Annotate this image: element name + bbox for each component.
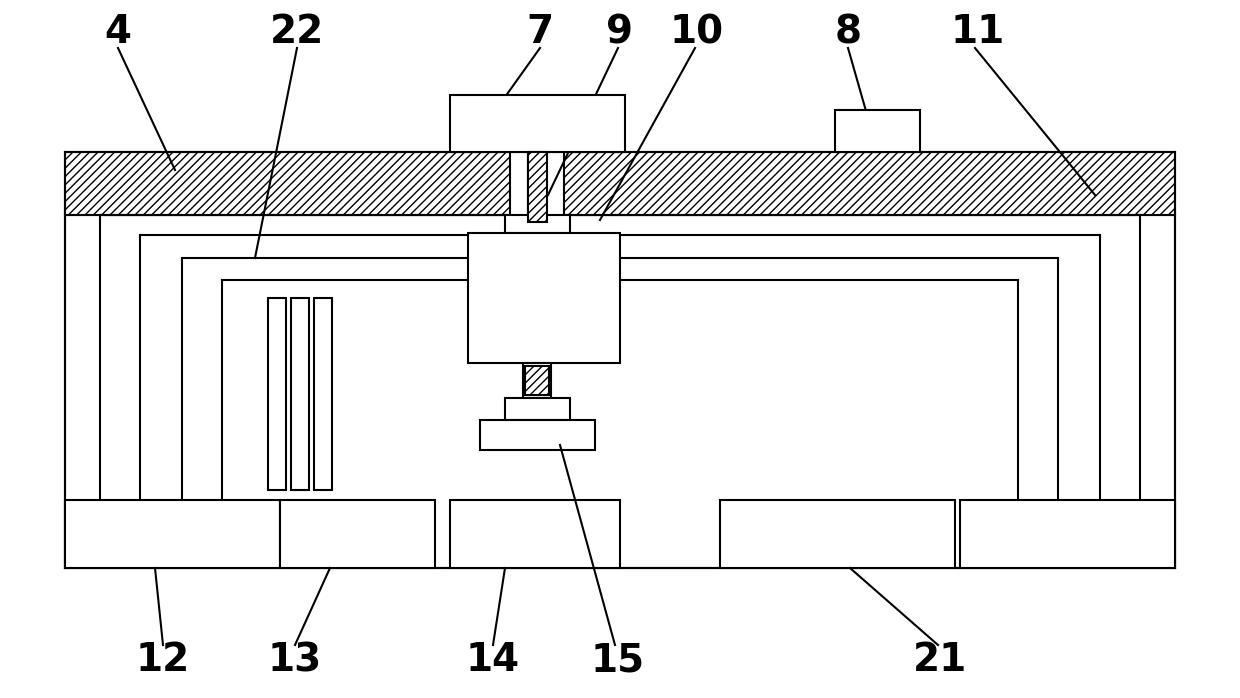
Bar — [528, 152, 547, 222]
Text: 22: 22 — [270, 13, 324, 51]
Text: 9: 9 — [606, 13, 634, 51]
Bar — [505, 398, 570, 420]
Bar — [450, 95, 625, 152]
Bar — [64, 152, 1176, 215]
Bar — [720, 500, 955, 568]
Bar — [480, 420, 595, 450]
Bar — [467, 233, 620, 363]
Bar — [960, 500, 1176, 568]
Bar — [546, 152, 564, 222]
Bar — [510, 152, 528, 222]
Text: 8: 8 — [835, 13, 862, 51]
Text: 14: 14 — [466, 641, 520, 679]
Text: 13: 13 — [268, 641, 322, 679]
Bar — [505, 215, 570, 233]
Text: 15: 15 — [591, 641, 645, 679]
Bar — [523, 363, 551, 398]
Text: 4: 4 — [104, 13, 131, 51]
Bar — [268, 298, 286, 490]
Bar — [291, 298, 309, 490]
Bar — [64, 500, 280, 568]
Bar — [835, 110, 920, 152]
Bar — [314, 298, 332, 490]
Text: 21: 21 — [913, 641, 967, 679]
Text: 7: 7 — [527, 13, 553, 51]
Bar — [525, 366, 549, 395]
Bar — [450, 500, 620, 568]
Bar — [280, 500, 435, 568]
Text: 12: 12 — [136, 641, 190, 679]
Bar — [64, 215, 1176, 568]
Text: 11: 11 — [951, 13, 1006, 51]
Text: 10: 10 — [670, 13, 724, 51]
